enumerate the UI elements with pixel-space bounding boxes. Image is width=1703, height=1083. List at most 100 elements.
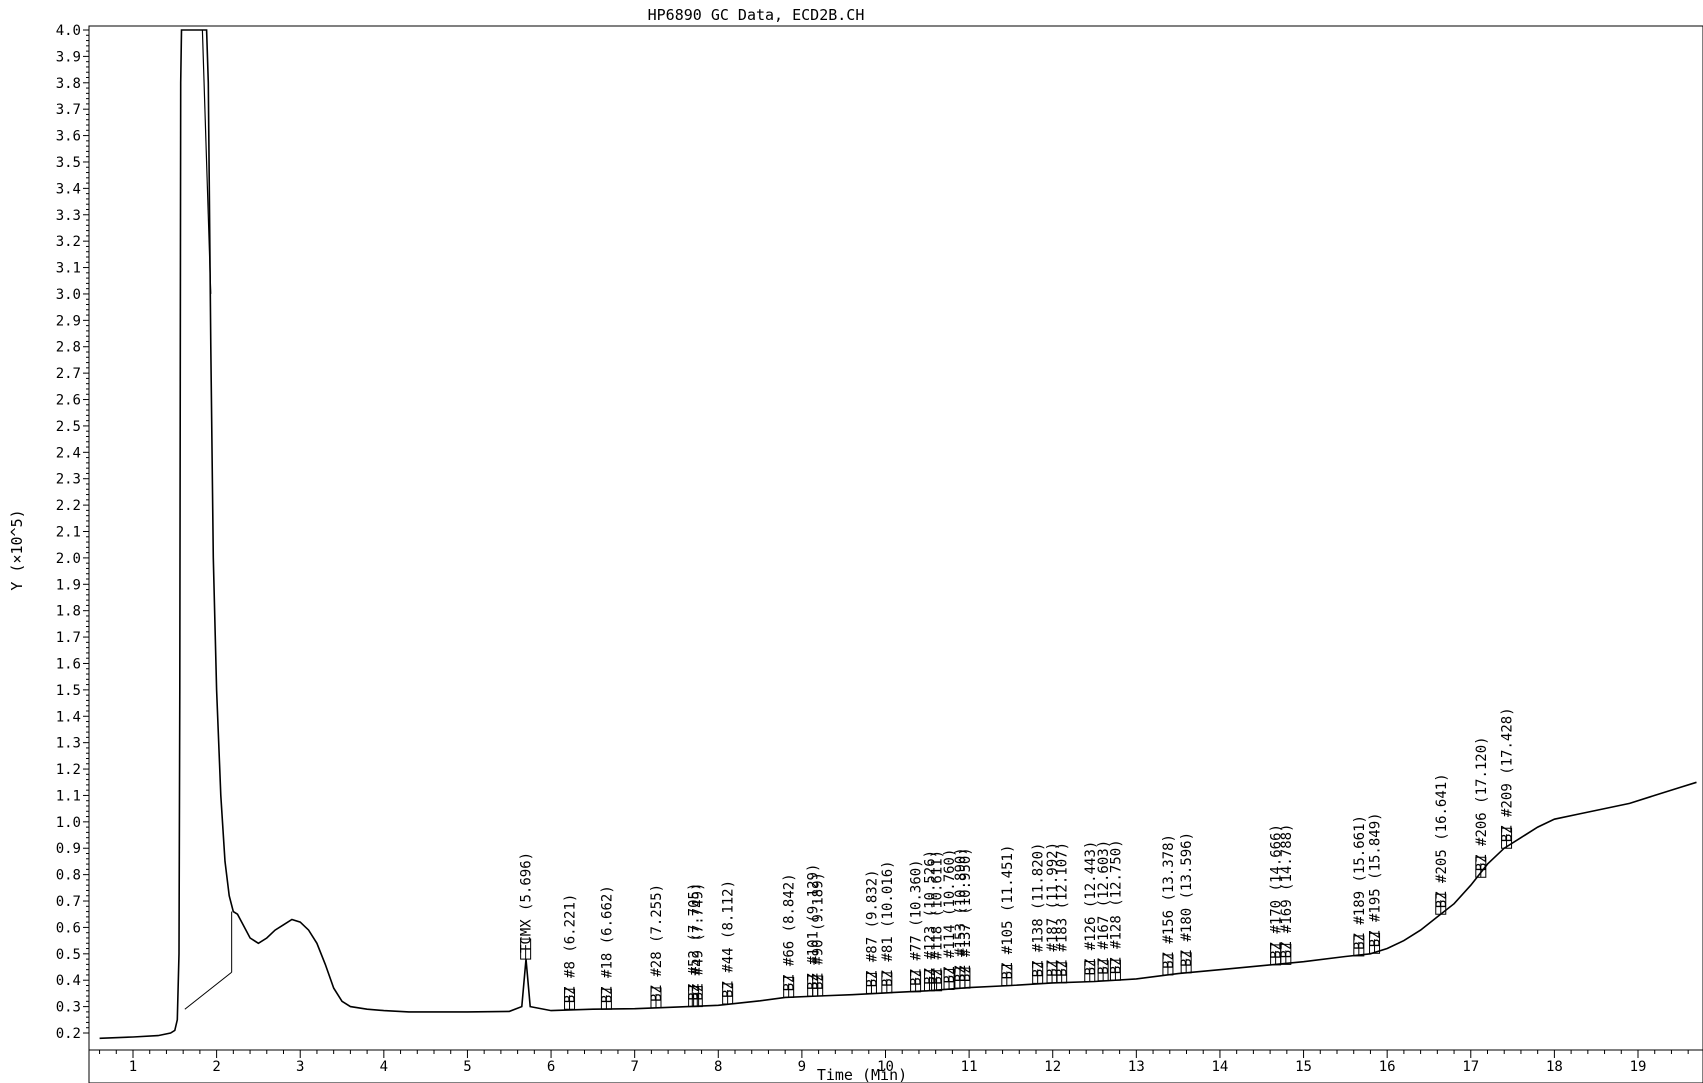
peak-label: BZ #189 (15.661) — [1352, 815, 1368, 950]
y-tick-label: 2.7 — [56, 366, 81, 382]
y-tick-label: 1.9 — [56, 577, 81, 593]
signal-trace — [99, 29, 1697, 1040]
y-tick-label: 2.8 — [56, 340, 81, 356]
x-tick-label: 7 — [630, 1059, 638, 1075]
y-tick-label: 1.4 — [56, 709, 81, 725]
peak-label: BZ #123 (10.526) — [922, 850, 938, 985]
x-tick-label: 17 — [1462, 1059, 1479, 1075]
y-tick-label: 1.8 — [56, 604, 81, 620]
peak-label: BZ #195 (15.849) — [1368, 812, 1384, 947]
y-tick-label: 2.2 — [56, 498, 81, 514]
y-tick-label: 3.5 — [56, 155, 81, 171]
y-tick-label: 4.0 — [56, 23, 81, 39]
peak-label: BZ #137 (10.950) — [958, 847, 974, 982]
peak-label: BZ #8 (6.221) — [563, 894, 579, 1004]
x-tick-label: 16 — [1379, 1059, 1396, 1075]
peak-label: BZ #169 (14.788) — [1279, 824, 1295, 959]
y-tick-label: 1.1 — [56, 788, 81, 804]
peak-label: BZ #126 (12.443) — [1083, 841, 1099, 976]
x-tick-label: 11 — [961, 1059, 978, 1075]
y-tick-label: 1.3 — [56, 736, 81, 752]
peak-label: BZ #183 (12.107) — [1055, 842, 1071, 977]
peak-label: BZ #180 (13.596) — [1179, 832, 1195, 967]
y-tick-label: 2.3 — [56, 472, 81, 488]
y-tick-label: 3.9 — [56, 49, 81, 65]
y-tick-label: 0.8 — [56, 868, 81, 884]
peak-label: TCMX (5.696) — [519, 852, 535, 953]
peak-label: BZ #114 (10.760) — [942, 849, 958, 984]
y-tick-label: 2.6 — [56, 393, 81, 409]
y-axis: 0.2 0.3 0.4 0.5 0.6 0.7 0.8 0.9 1.0 1.1 1.2 1.3 1.4 1… — [56, 23, 90, 1050]
y-tick-label: 1.7 — [56, 630, 81, 646]
peak-label: BZ #90 (9.189) — [811, 872, 827, 990]
peak-label: BZ #28 (7.255) — [649, 884, 665, 1002]
y-tick-label: 2.4 — [56, 445, 81, 461]
x-tick-label: 19 — [1630, 1059, 1647, 1075]
peak-label: BZ #209 (17.428) — [1500, 707, 1516, 842]
y-tick-label: 3.1 — [56, 261, 81, 277]
x-tick-label: 2 — [212, 1059, 220, 1075]
peak-label: BZ #81 (10.016) — [880, 860, 896, 986]
y-tick-label: 0.7 — [56, 894, 81, 910]
y-tick-label: 0.4 — [56, 973, 81, 989]
peak-label: BZ #118 (10.611) — [930, 850, 946, 985]
x-tick-label: 5 — [463, 1059, 471, 1075]
x-tick-label: 4 — [380, 1059, 388, 1075]
y-tick-label: 0.2 — [56, 1026, 81, 1042]
x-tick-label: 1 — [129, 1059, 137, 1075]
y-tick-label: 2.5 — [56, 419, 81, 435]
y-tick-label: 3.3 — [56, 208, 81, 224]
x-tick-label: 10 — [877, 1059, 894, 1075]
y-tick-label: 2.1 — [56, 525, 81, 541]
y-tick-label: 3.6 — [56, 129, 81, 145]
y-tick-label: 1.2 — [56, 762, 81, 778]
peak-label: BZ #170 (14.666) — [1269, 824, 1285, 959]
integration-baseline — [184, 971, 232, 1010]
y-tick-label: 2.0 — [56, 551, 81, 567]
y-tick-label: 3.2 — [56, 234, 81, 250]
peak-label: BZ #52 (7.705) — [687, 883, 703, 1001]
y-tick-label: 1.5 — [56, 683, 81, 699]
x-tick-label: 6 — [547, 1059, 555, 1075]
y-axis-label: Y (×10^5) — [8, 509, 26, 590]
peak-label: BZ #105 (11.451) — [1000, 845, 1016, 980]
y-tick-label: 3.8 — [56, 76, 81, 92]
y-tick-label: 0.3 — [56, 1000, 81, 1016]
x-tick-label: 3 — [296, 1059, 304, 1075]
y-tick-label: 2.9 — [56, 313, 81, 329]
y-tick-label: 0.9 — [56, 841, 81, 857]
peak-label: BZ #153 (10.890) — [953, 847, 969, 982]
chart-title: HP6890 GC Data, ECD2B.CH — [648, 6, 865, 24]
y-tick-label: 1.0 — [56, 815, 81, 831]
y-tick-label: 3.4 — [56, 181, 81, 197]
y-tick-label: 1.6 — [56, 656, 81, 672]
peak-label-group: TCMX (5.696) BZ #8 (6.221) BZ #18 (6.662) B… — [519, 707, 1516, 1003]
y-tick-label: 3.0 — [56, 287, 81, 303]
x-tick-label: 15 — [1295, 1059, 1312, 1075]
y-tick-label: 0.5 — [56, 947, 81, 963]
y-tick-label: 3.7 — [56, 102, 81, 118]
peak-label: BZ #167 (12.603) — [1096, 840, 1112, 975]
x-axis: 1 2 3 4 5 6 7 8 9 10 11 12 13 14 15 16 17 18 19 — [89, 1049, 1703, 1075]
peak-label: BZ #18 (6.662) — [599, 885, 615, 1003]
peak-label: BZ #205 (16.641) — [1434, 773, 1450, 908]
peak-label: BZ #156 (13.378) — [1161, 834, 1177, 969]
signal-trace-group — [99, 29, 1697, 1040]
x-tick-label: 12 — [1044, 1059, 1061, 1075]
x-tick-label: 18 — [1546, 1059, 1563, 1075]
x-tick-label: 13 — [1128, 1059, 1145, 1075]
peak-label: BZ #128 (12.750) — [1108, 839, 1124, 974]
x-tick-label: 8 — [714, 1059, 722, 1075]
solvent-peak-edge — [201, 29, 212, 294]
peak-label: BZ #101 (9.129) — [806, 864, 822, 990]
x-tick-label: 9 — [798, 1059, 806, 1075]
peak-label: BZ #49 (7.749) — [690, 883, 706, 1001]
peak-label: BZ #206 (17.120) — [1474, 736, 1490, 871]
peak-label: BZ #44 (8.112) — [721, 880, 737, 998]
peak-label: BZ #77 (10.360) — [909, 859, 925, 985]
x-tick-label: 14 — [1212, 1059, 1229, 1075]
peak-label: BZ #66 (8.842) — [782, 873, 798, 991]
peak-label: BZ #187 (11.992) — [1045, 842, 1061, 977]
